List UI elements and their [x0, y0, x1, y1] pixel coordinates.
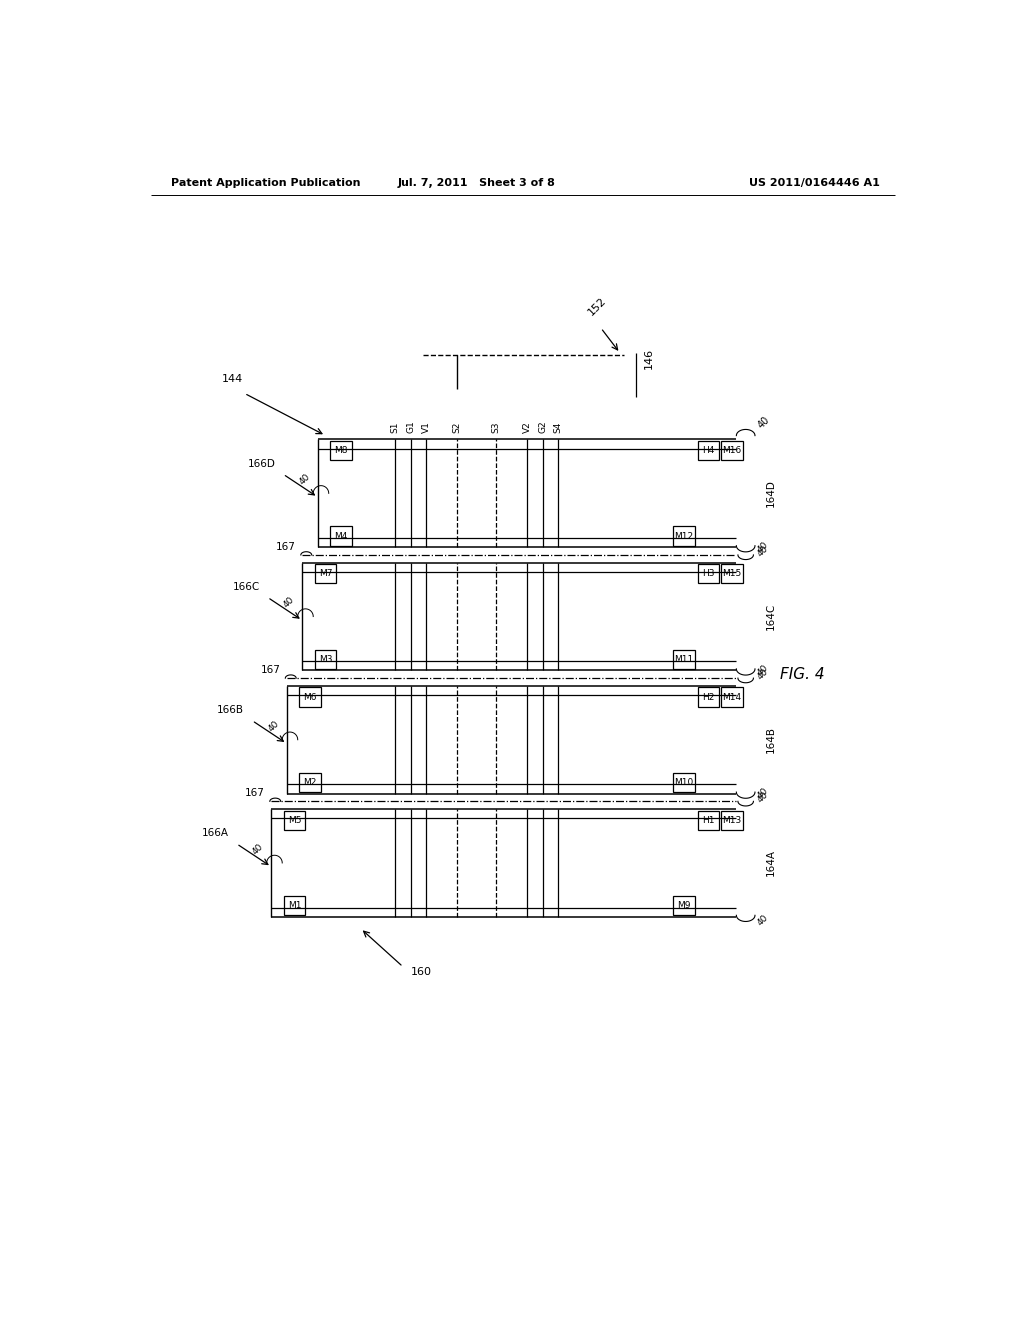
Text: M16: M16 — [722, 446, 741, 455]
Bar — [299, 688, 321, 706]
Text: M10: M10 — [674, 777, 693, 787]
Text: M14: M14 — [722, 693, 741, 701]
Text: 40: 40 — [297, 473, 311, 487]
Text: 166D: 166D — [248, 459, 275, 469]
Text: 164D: 164D — [766, 479, 776, 507]
Bar — [721, 688, 742, 706]
Text: M2: M2 — [303, 777, 316, 787]
Text: 40: 40 — [756, 787, 770, 801]
Text: G1: G1 — [407, 421, 416, 433]
Text: M13: M13 — [722, 816, 741, 825]
Bar — [314, 649, 337, 669]
Text: M3: M3 — [318, 655, 333, 664]
Text: 40: 40 — [756, 663, 770, 677]
Text: 166C: 166C — [232, 582, 260, 591]
Text: Jul. 7, 2011   Sheet 3 of 8: Jul. 7, 2011 Sheet 3 of 8 — [397, 178, 556, 187]
Text: M15: M15 — [722, 569, 741, 578]
Text: S1: S1 — [391, 422, 400, 433]
Text: 164C: 164C — [766, 603, 776, 630]
Text: 167: 167 — [276, 543, 296, 552]
Text: M5: M5 — [288, 816, 301, 825]
Bar — [673, 896, 694, 915]
Bar — [697, 564, 719, 583]
Bar — [721, 441, 742, 461]
Text: 40: 40 — [756, 667, 770, 681]
Text: FIG. 4: FIG. 4 — [780, 667, 824, 682]
Text: M12: M12 — [674, 532, 693, 541]
Text: M4: M4 — [335, 532, 348, 541]
Text: M1: M1 — [288, 902, 301, 911]
Bar — [331, 527, 352, 545]
Text: 40: 40 — [756, 913, 770, 928]
Text: V2: V2 — [522, 421, 531, 433]
Text: H1: H1 — [702, 816, 715, 825]
Text: 40: 40 — [756, 544, 770, 558]
Bar — [299, 774, 321, 792]
Bar — [697, 810, 719, 830]
Text: 160: 160 — [411, 968, 432, 977]
Text: 144: 144 — [222, 374, 244, 384]
Text: V1: V1 — [422, 421, 431, 433]
Bar — [697, 441, 719, 461]
Text: G2: G2 — [539, 421, 547, 433]
Bar — [331, 441, 352, 461]
Text: S3: S3 — [492, 422, 501, 433]
Text: S4: S4 — [554, 422, 562, 433]
Text: 167: 167 — [261, 665, 281, 675]
Text: M9: M9 — [677, 902, 690, 911]
Text: 166A: 166A — [202, 829, 228, 838]
Text: M6: M6 — [303, 693, 316, 701]
Text: 166B: 166B — [217, 705, 245, 715]
Text: Patent Application Publication: Patent Application Publication — [171, 178, 360, 187]
Text: 40: 40 — [251, 842, 265, 857]
Bar — [721, 564, 742, 583]
Text: H4: H4 — [702, 446, 715, 455]
Text: US 2011/0164446 A1: US 2011/0164446 A1 — [749, 178, 880, 187]
Text: 40: 40 — [756, 414, 771, 430]
Text: 40: 40 — [756, 791, 770, 805]
Text: 146: 146 — [643, 348, 653, 370]
Bar — [721, 810, 742, 830]
Bar — [697, 688, 719, 706]
Bar — [673, 774, 694, 792]
Text: M7: M7 — [318, 569, 333, 578]
Text: 40: 40 — [282, 595, 296, 610]
Text: H3: H3 — [702, 569, 715, 578]
Bar — [673, 649, 694, 669]
Bar — [673, 527, 694, 545]
Text: M8: M8 — [335, 446, 348, 455]
Text: 40: 40 — [756, 540, 770, 554]
Bar — [284, 810, 305, 830]
Text: 40: 40 — [266, 718, 281, 733]
Bar — [314, 564, 337, 583]
Text: 152: 152 — [586, 296, 608, 318]
Text: M11: M11 — [674, 655, 693, 664]
Bar — [284, 896, 305, 915]
Text: H2: H2 — [702, 693, 715, 701]
Text: 164B: 164B — [766, 726, 776, 754]
Text: 164A: 164A — [766, 850, 776, 876]
Text: 167: 167 — [246, 788, 265, 799]
Text: S2: S2 — [453, 422, 462, 433]
